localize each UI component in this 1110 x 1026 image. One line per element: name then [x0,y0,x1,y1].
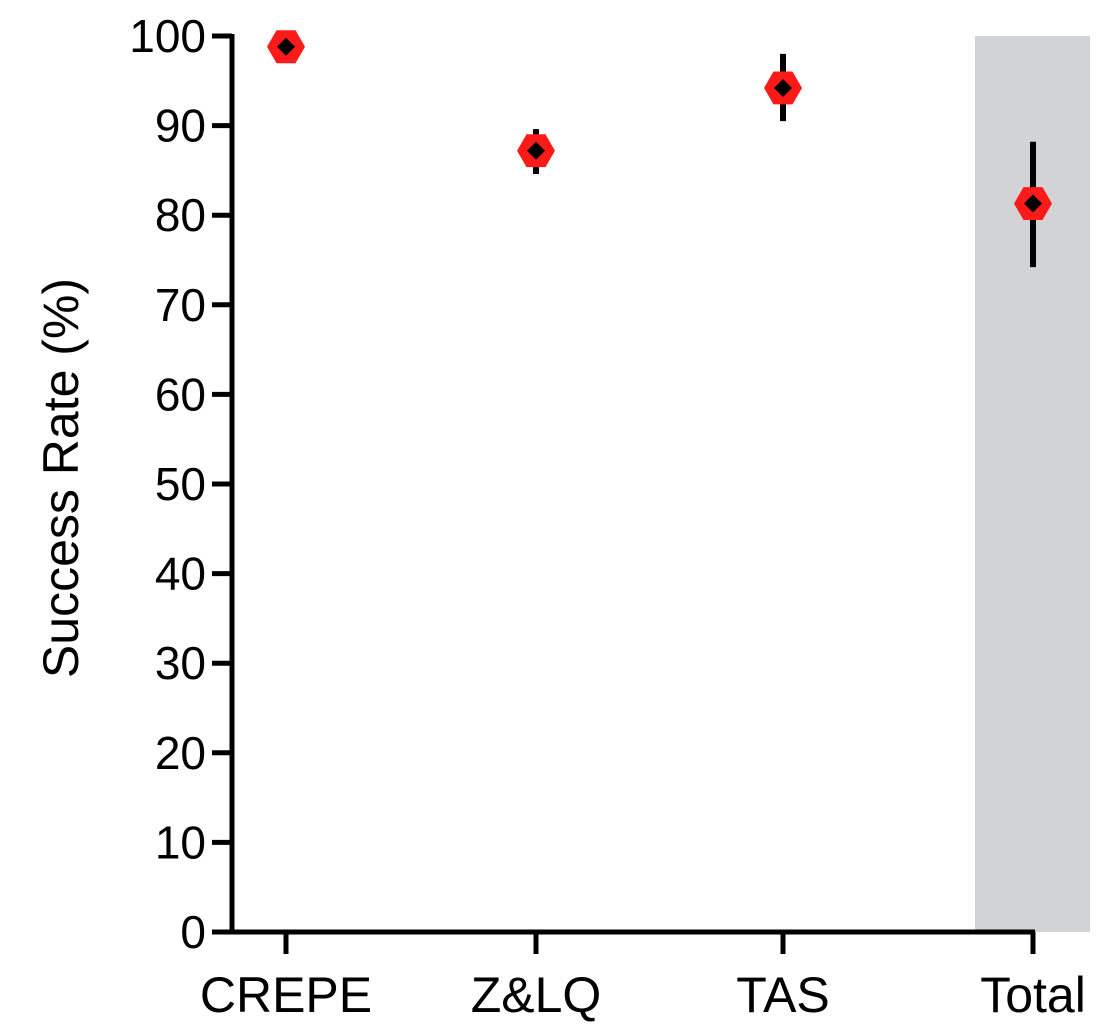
x-tick-label: Z&LQ [471,967,602,1023]
data-point-group [517,129,555,174]
y-tick-label: 80 [155,189,206,241]
y-tick-label: 40 [155,548,206,600]
x-tick-label: CREPE [200,967,372,1023]
data-point-center [277,37,295,56]
y-tick-label: 90 [155,100,206,152]
y-axis-title: Success Rate (%) [33,278,89,678]
y-tick-label: 60 [155,368,206,420]
data-point-center [1024,194,1042,213]
x-tick-label: Total [980,967,1086,1023]
data-layer [267,30,1052,268]
y-tick-label: 30 [155,637,206,689]
y-tick-label: 70 [155,279,206,331]
data-point-group [267,30,305,64]
y-tick-label: 0 [180,906,206,958]
data-point-group [764,53,802,122]
axis-lines [229,34,1035,935]
data-point-group [1014,141,1052,268]
data-point-center [774,78,792,97]
y-tick-label: 100 [129,10,206,62]
y-tick-label: 20 [155,727,206,779]
y-tick-label: 10 [155,816,206,868]
x-tick-label: TAS [736,967,830,1023]
axes: 0 10 20 30 40 50 60 70 80 90 100 CREPE Z&LQ TAS Total [129,10,1086,1023]
data-point-center [527,141,545,160]
y-tick-label: 50 [155,458,206,510]
